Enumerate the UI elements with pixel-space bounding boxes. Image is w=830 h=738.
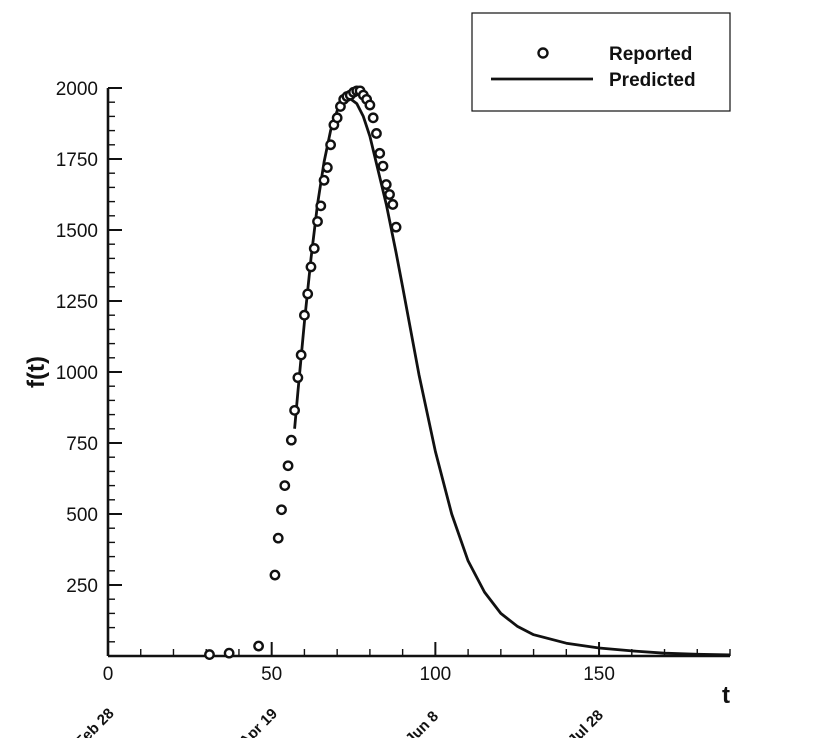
series-group — [204, 85, 731, 660]
date-tick-label: Apr 19 — [236, 705, 281, 738]
y-tick-label: 2000 — [56, 79, 98, 100]
reported-point — [387, 199, 399, 210]
legend-reported-label: Reported — [609, 44, 692, 65]
predicted-line — [293, 97, 731, 657]
reported-point — [331, 112, 343, 124]
reported-point — [299, 309, 310, 321]
legend-predicted-label: Predicted — [609, 70, 696, 91]
reported-point — [269, 569, 281, 581]
reported-point — [272, 532, 284, 544]
date-tick-label: Jul 28 — [565, 707, 607, 738]
reported-point — [308, 243, 320, 254]
reported-point — [380, 179, 392, 190]
y-tick-label: 500 — [66, 505, 98, 526]
y-tick-label: 750 — [66, 434, 98, 455]
reported-point — [285, 434, 297, 446]
y-axis-title: f(t) — [23, 356, 50, 388]
reported-point — [223, 647, 235, 659]
x-tick-label: 100 — [420, 664, 452, 685]
legend-reported-marker — [537, 47, 549, 59]
x-tick-label: 150 — [583, 664, 615, 685]
reported-point — [367, 112, 379, 124]
reported-point — [253, 640, 264, 652]
reported-point — [276, 504, 287, 516]
reported-point — [321, 162, 333, 173]
x-tick-label: 0 — [103, 664, 114, 685]
reported-point — [305, 261, 317, 273]
reported-point — [384, 189, 395, 200]
reported-point — [292, 372, 304, 384]
y-tick-label: 1000 — [56, 363, 98, 384]
reported-point — [295, 349, 307, 361]
x-tick-label: 50 — [261, 664, 282, 685]
axes-group: 250 500 750 1000 1250 1500 1750 2000 0 50 100 150 Fe… — [23, 79, 731, 738]
reported-point — [325, 139, 337, 151]
reported-point — [289, 404, 300, 416]
reported-point — [204, 649, 215, 660]
reported-point — [315, 200, 327, 212]
date-tick-label: Jun 8 — [402, 708, 442, 738]
y-tick-label: 250 — [66, 576, 98, 597]
reported-point — [302, 288, 314, 300]
reported-point — [390, 221, 402, 233]
reported-point — [371, 128, 382, 139]
date-tick-label: Feb 28 — [72, 705, 118, 738]
y-tick-label: 1250 — [56, 292, 98, 313]
reported-point — [312, 216, 323, 227]
reported-point — [364, 99, 376, 111]
y-tick-label: 1750 — [56, 150, 98, 171]
reported-point — [377, 160, 389, 172]
reported-point — [318, 174, 330, 186]
reported-point — [374, 147, 386, 159]
reported-point — [279, 480, 291, 491]
reported-point — [282, 460, 294, 472]
y-tick-label: 1500 — [56, 221, 98, 242]
legend-box — [471, 12, 731, 112]
x-axis-title: t — [722, 682, 730, 709]
legend: Reported Predicted — [471, 12, 731, 112]
